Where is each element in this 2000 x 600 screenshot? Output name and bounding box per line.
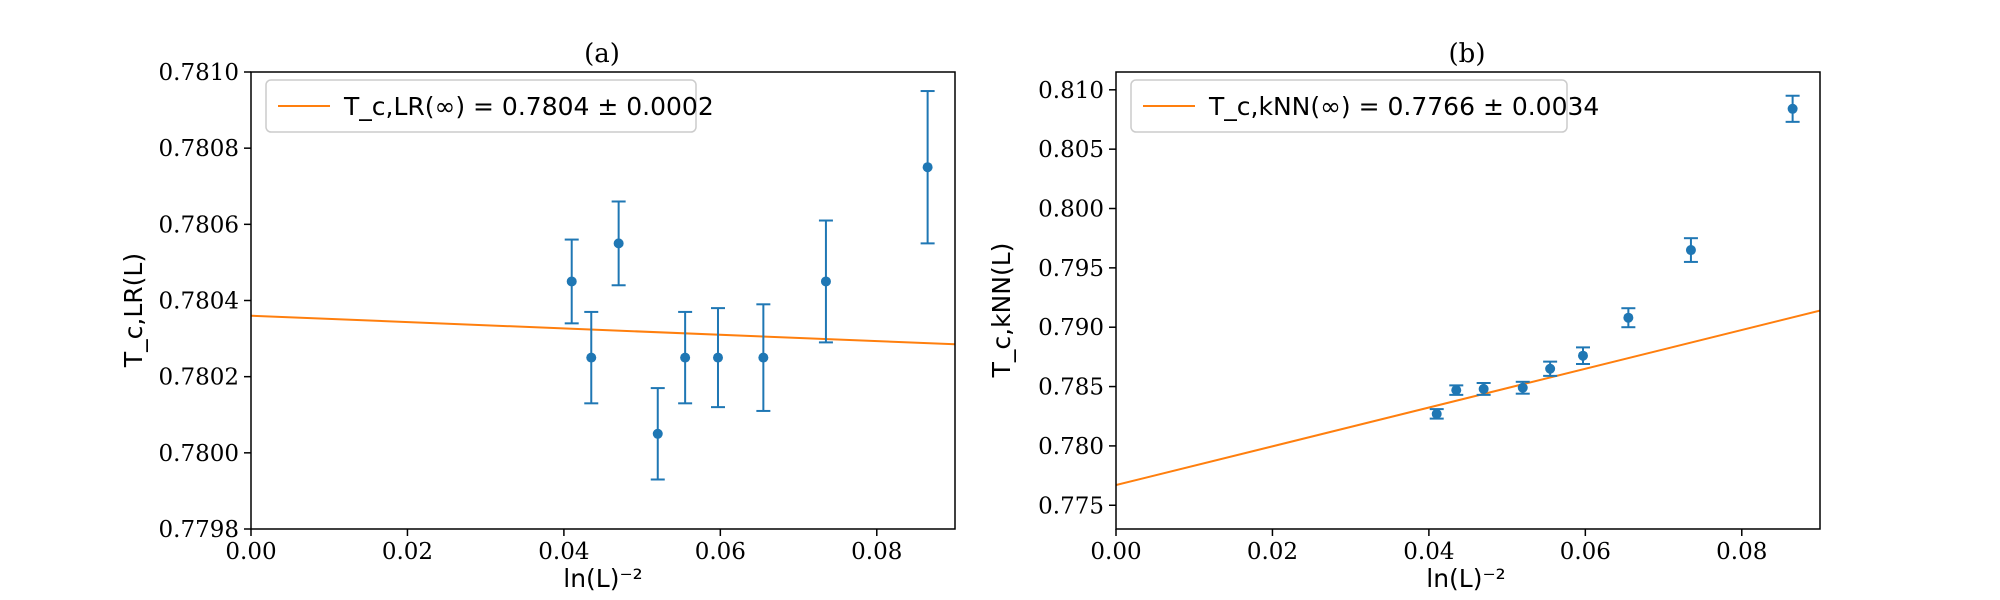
panel-b-axes-frame — [1115, 71, 1821, 530]
panel-a-data-point — [566, 276, 577, 287]
panel-b-data — [1116, 94, 1820, 487]
panel-a-legend-box — [265, 79, 697, 133]
panel-b-data-point — [1577, 350, 1588, 361]
panel-b-errorbar — [1785, 94, 1800, 123]
panel-b-ytick-label: 0.790 — [1038, 315, 1104, 341]
panel-a-ytick-label: 0.7806 — [159, 212, 239, 238]
panel-b-errorbar — [1429, 408, 1444, 420]
panel-b-xtick-label: 0.00 — [1090, 539, 1141, 565]
panel-b-xtick-label: 0.06 — [1560, 539, 1611, 565]
panel-a-ytick-label: 0.7810 — [159, 60, 239, 86]
panel-b-ytick-label: 0.805 — [1038, 137, 1104, 163]
panel-a-y-axis-label: T_c,LR(L) — [119, 253, 148, 368]
panel-b-y-axis-label: T_c,kNN(L) — [987, 243, 1016, 379]
panel-a-data-point — [613, 238, 624, 249]
panel-a-data-point — [652, 428, 663, 439]
panel-b-errorbar — [1621, 307, 1636, 329]
panel-a-errorbar — [650, 387, 665, 481]
panel-b-data-point — [1431, 408, 1442, 419]
panel-b-legend-box — [1130, 79, 1568, 133]
panel-a-errorbar — [678, 310, 693, 405]
panel-a-legend-text: T_c,LR(∞) = 0.7804 ± 0.0002 — [343, 92, 714, 121]
panel-a-ytick-label: 0.7804 — [159, 289, 239, 315]
panel-a-x-axis-label: ln(L)⁻² — [563, 564, 642, 593]
panel-a-xtick-label: 0.00 — [225, 539, 276, 565]
panel-b-data-point — [1787, 103, 1798, 114]
panel-b-data-point — [1451, 385, 1462, 396]
panel-b-errorbar — [1575, 346, 1590, 366]
panel-a-fit-line — [251, 314, 955, 346]
panel-b: (b) 0.775 0.780 0.785 0.790 0.795 0.800 … — [987, 39, 1821, 593]
panel-b-ytick-label: 0.780 — [1038, 434, 1104, 460]
panel-b-data-point — [1517, 382, 1528, 393]
panel-b-xtick-label: 0.08 — [1716, 539, 1767, 565]
panel-b-errorbar — [1683, 237, 1698, 263]
panel-b-title: (b) — [1449, 39, 1486, 69]
panel-a-errorbar — [584, 310, 599, 405]
panel-a-ytick-label: 0.7808 — [159, 136, 239, 162]
panel-b-xtick-label: 0.04 — [1403, 539, 1454, 565]
panel-a-errorbar — [920, 90, 935, 245]
panel-a-errorbar — [564, 238, 579, 325]
panel-b-data-point — [1478, 383, 1489, 394]
panel-a-errorbar — [756, 303, 771, 412]
panel-b-xtick-labels: 0.00 0.02 0.04 0.06 0.08 — [1090, 539, 1767, 565]
panel-a-data-point — [922, 162, 933, 173]
panel-b-errorbar — [1449, 384, 1464, 396]
panel-b-legend-text: T_c,kNN(∞) = 0.7766 ± 0.0034 — [1208, 92, 1599, 121]
panel-b-legend: T_c,kNN(∞) = 0.7766 ± 0.0034 — [1130, 79, 1599, 133]
panel-b-x-axis-label: ln(L)⁻² — [1426, 564, 1505, 593]
panel-b-ytick-label: 0.775 — [1038, 493, 1104, 519]
panel-a-data-point — [820, 276, 831, 287]
panel-a-data-point — [680, 352, 691, 363]
panel-a-title: (a) — [584, 39, 620, 69]
panel-b-ytick-label: 0.785 — [1038, 375, 1104, 401]
panel-a-xtick-labels: 0.00 0.02 0.04 0.06 0.08 — [225, 539, 902, 565]
panel-b-fit-line — [1116, 309, 1820, 487]
panel-b-errorbar — [1543, 360, 1558, 377]
panel-b-ytick-labels: 0.775 0.780 0.785 0.790 0.795 0.800 0.80… — [1038, 78, 1104, 519]
panel-a-xtick-label: 0.02 — [382, 539, 433, 565]
panel-b-data-point — [1623, 312, 1634, 323]
panel-a-ytick-label: 0.7802 — [159, 365, 239, 391]
panel-a-data-point — [758, 352, 769, 363]
panel-a: (a) 0.7798 0.7800 0.7802 0.7804 0.7806 0… — [119, 39, 956, 593]
panel-a-data-point — [586, 352, 597, 363]
panel-a-xtick-label: 0.04 — [538, 539, 589, 565]
panel-b-ytick-label: 0.795 — [1038, 256, 1104, 282]
panel-a-errorbar — [818, 219, 833, 344]
panel-a-errorbar — [611, 200, 626, 287]
panel-b-data-point — [1545, 363, 1556, 374]
panel-b-data-point — [1685, 245, 1696, 256]
panel-b-errorbar — [1515, 380, 1530, 395]
panel-a-errorbar — [710, 307, 725, 409]
panel-a-xtick-label: 0.06 — [695, 539, 746, 565]
panel-a-legend: T_c,LR(∞) = 0.7804 ± 0.0002 — [265, 79, 714, 133]
panel-b-ytick-label: 0.810 — [1038, 78, 1104, 104]
panel-a-ytick-label: 0.7800 — [159, 441, 239, 467]
panel-a-ytick-labels: 0.7798 0.7800 0.7802 0.7804 0.7806 0.780… — [159, 60, 239, 543]
panel-b-xtick-label: 0.02 — [1247, 539, 1298, 565]
panel-a-ytick-label: 0.7798 — [159, 517, 239, 543]
panel-a-data — [251, 90, 955, 481]
panel-a-data-point — [712, 352, 723, 363]
panel-b-ytick-label: 0.800 — [1038, 197, 1104, 223]
panel-a-xtick-label: 0.08 — [851, 539, 902, 565]
panel-b-errorbar — [1476, 381, 1491, 396]
